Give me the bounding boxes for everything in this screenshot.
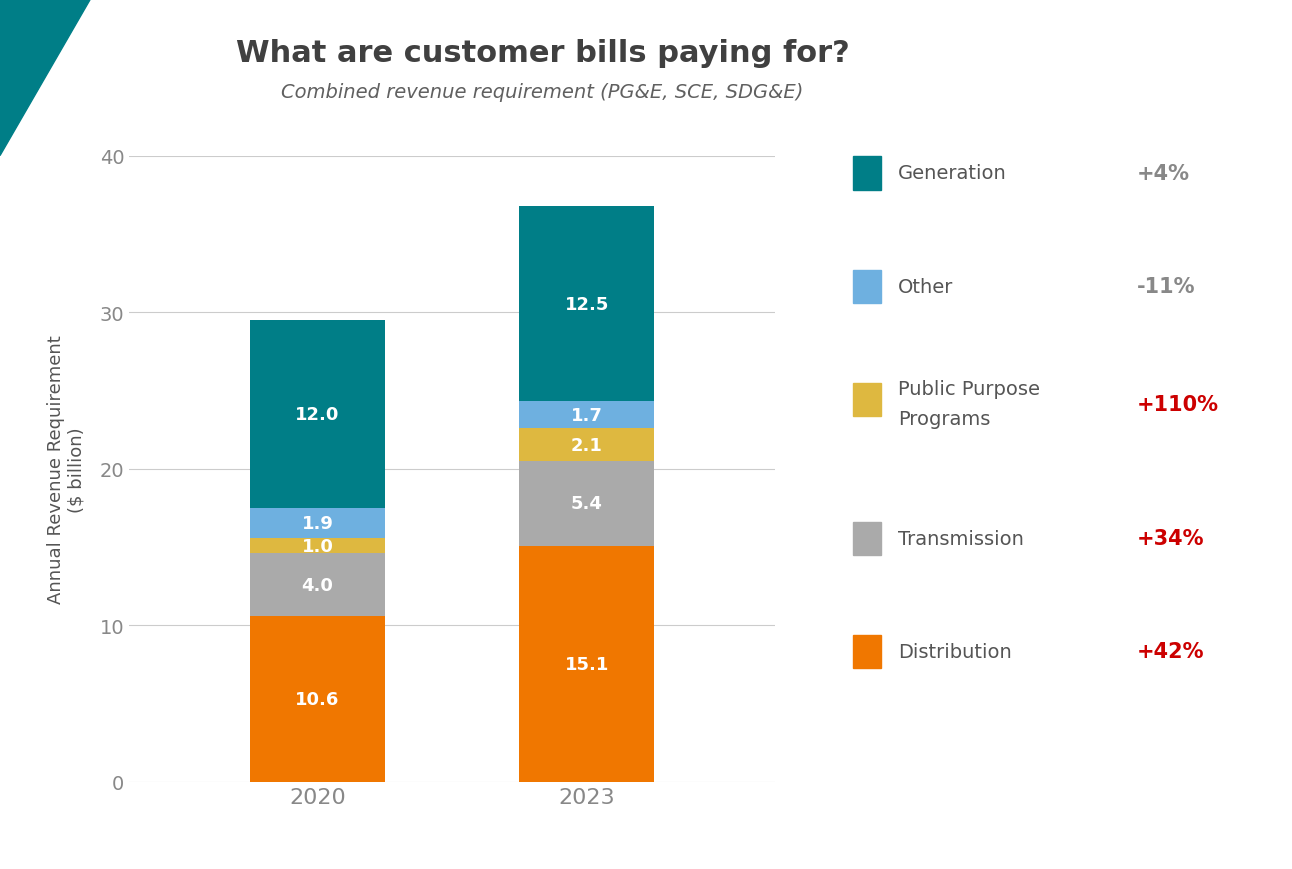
Text: Combined revenue requirement (PG&E, SCE, SDG&E): Combined revenue requirement (PG&E, SCE,… bbox=[282, 83, 804, 102]
Text: 1.9: 1.9 bbox=[301, 514, 333, 532]
Text: 4.0: 4.0 bbox=[301, 576, 333, 594]
Text: Other: Other bbox=[898, 277, 953, 296]
Bar bbox=[519, 546, 654, 782]
Text: +42%: +42% bbox=[1137, 642, 1204, 661]
Text: 2.1: 2.1 bbox=[571, 436, 603, 454]
Text: 10.6: 10.6 bbox=[296, 690, 340, 708]
Text: 12.5: 12.5 bbox=[565, 295, 609, 313]
Bar bbox=[519, 207, 654, 402]
Text: +34%: +34% bbox=[1137, 529, 1204, 548]
Bar bbox=[251, 508, 385, 538]
Y-axis label: Annual Revenue Requirement
($ billion): Annual Revenue Requirement ($ billion) bbox=[47, 335, 85, 603]
Bar bbox=[251, 321, 385, 508]
Text: Generation: Generation bbox=[898, 164, 1006, 183]
Text: -11%: -11% bbox=[1137, 277, 1195, 296]
Text: 12.0: 12.0 bbox=[296, 406, 340, 423]
Text: 15.1: 15.1 bbox=[565, 655, 609, 673]
Text: Distribution: Distribution bbox=[898, 642, 1012, 661]
Text: Programs: Programs bbox=[898, 409, 990, 428]
Text: Public Purpose: Public Purpose bbox=[898, 380, 1040, 399]
Text: +4%: +4% bbox=[1137, 164, 1190, 183]
Bar bbox=[251, 538, 385, 554]
Text: +110%: +110% bbox=[1137, 395, 1218, 414]
Text: Transmission: Transmission bbox=[898, 529, 1023, 548]
Bar bbox=[251, 554, 385, 616]
Text: 1.0: 1.0 bbox=[301, 537, 333, 555]
Bar bbox=[519, 428, 654, 461]
Text: What are customer bills paying for?: What are customer bills paying for? bbox=[235, 39, 850, 68]
Text: 5.4: 5.4 bbox=[571, 494, 603, 513]
Bar bbox=[251, 616, 385, 782]
Bar bbox=[519, 402, 654, 428]
Bar bbox=[519, 461, 654, 546]
Text: 1.7: 1.7 bbox=[571, 407, 603, 424]
